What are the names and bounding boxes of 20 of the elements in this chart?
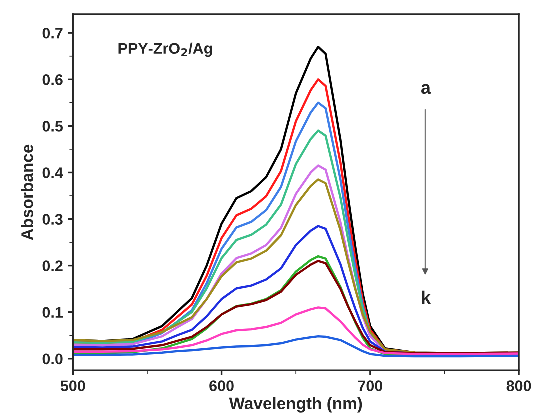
- y-tick-label: 0.5: [42, 121, 64, 132]
- annotation: k: [422, 290, 432, 304]
- y-tick-label: 0.2: [42, 260, 63, 272]
- y-tick-label: 0.4: [42, 168, 64, 178]
- y-tick-label: 0.0: [42, 354, 63, 365]
- annotation: PPY-ZrO$_{2}$/Ag: [118, 42, 212, 58]
- x-tick-label: 600: [210, 380, 234, 392]
- x-tick-label: 800: [506, 380, 532, 392]
- x-tick-label: 500: [60, 380, 86, 392]
- annotation: a: [421, 84, 432, 94]
- y-tick-label: 0.3: [42, 214, 63, 225]
- x-axis-title: Wavelength (nm): [229, 397, 362, 413]
- x-tick-label: 700: [358, 380, 383, 392]
- y-tick-label: 0.6: [42, 74, 63, 86]
- y-axis-title: Absorbance: [21, 144, 34, 240]
- line-series: [73, 335, 520, 358]
- y-tick-label: 0.1: [42, 307, 64, 318]
- y-tick-label: 0.7: [42, 28, 63, 39]
- line-series: [73, 306, 520, 356]
- line-series: [73, 260, 520, 354]
